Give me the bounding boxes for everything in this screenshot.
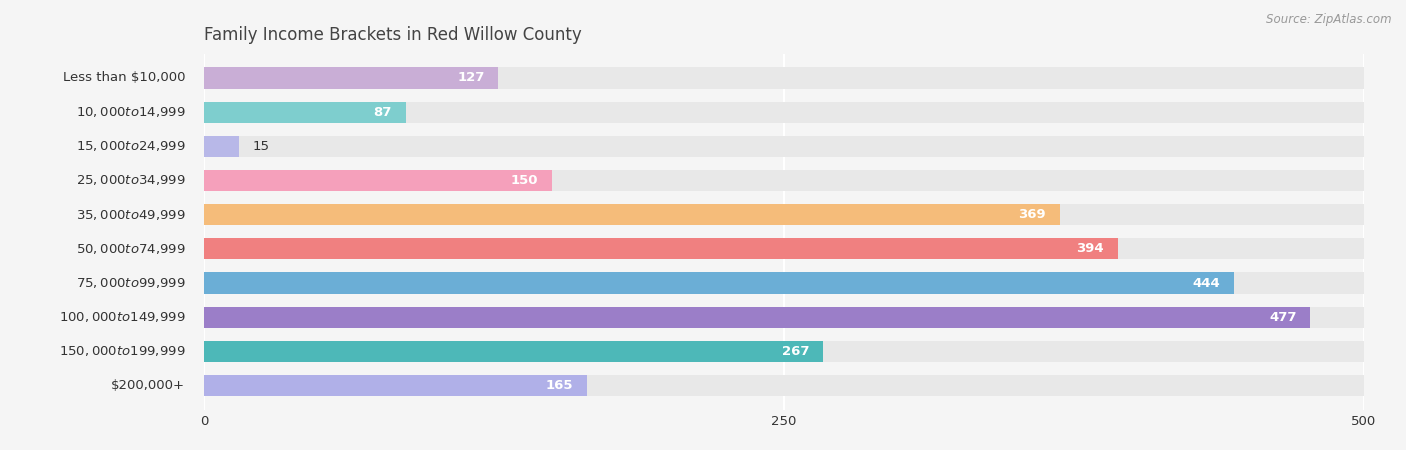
Bar <box>204 341 1364 362</box>
Text: $150,000 to $199,999: $150,000 to $199,999 <box>59 344 186 358</box>
Bar <box>204 170 551 191</box>
Text: $75,000 to $99,999: $75,000 to $99,999 <box>76 276 186 290</box>
Bar <box>204 68 1364 89</box>
Text: Source: ZipAtlas.com: Source: ZipAtlas.com <box>1267 14 1392 27</box>
Text: 87: 87 <box>374 106 392 119</box>
Bar <box>204 102 1364 123</box>
Text: 165: 165 <box>546 379 572 392</box>
Bar <box>204 375 586 396</box>
Bar <box>204 306 1364 328</box>
Bar <box>204 238 1364 260</box>
Bar <box>204 272 1364 293</box>
Bar <box>204 341 824 362</box>
Bar <box>204 102 406 123</box>
Bar <box>204 238 1118 260</box>
Text: 127: 127 <box>457 72 485 85</box>
Bar <box>204 306 1310 328</box>
Text: 444: 444 <box>1192 276 1220 289</box>
Text: $10,000 to $14,999: $10,000 to $14,999 <box>76 105 186 119</box>
Text: Family Income Brackets in Red Willow County: Family Income Brackets in Red Willow Cou… <box>204 26 582 44</box>
Bar <box>204 272 1234 293</box>
Text: $100,000 to $149,999: $100,000 to $149,999 <box>59 310 186 324</box>
Bar <box>204 170 1364 191</box>
Bar <box>204 136 1364 157</box>
Text: 267: 267 <box>782 345 810 358</box>
Bar <box>204 204 1060 225</box>
Text: $15,000 to $24,999: $15,000 to $24,999 <box>76 140 186 153</box>
Bar <box>204 204 1364 225</box>
Bar <box>204 375 1364 396</box>
Text: Less than $10,000: Less than $10,000 <box>63 72 186 85</box>
Text: $25,000 to $34,999: $25,000 to $34,999 <box>76 174 186 188</box>
Text: 15: 15 <box>253 140 270 153</box>
Text: 150: 150 <box>510 174 538 187</box>
Text: 369: 369 <box>1018 208 1046 221</box>
Text: $200,000+: $200,000+ <box>111 379 186 392</box>
Text: $35,000 to $49,999: $35,000 to $49,999 <box>76 207 186 222</box>
Text: 477: 477 <box>1270 310 1296 324</box>
Bar <box>204 136 239 157</box>
Bar <box>204 68 499 89</box>
Text: 394: 394 <box>1077 243 1104 255</box>
Text: $50,000 to $74,999: $50,000 to $74,999 <box>76 242 186 256</box>
